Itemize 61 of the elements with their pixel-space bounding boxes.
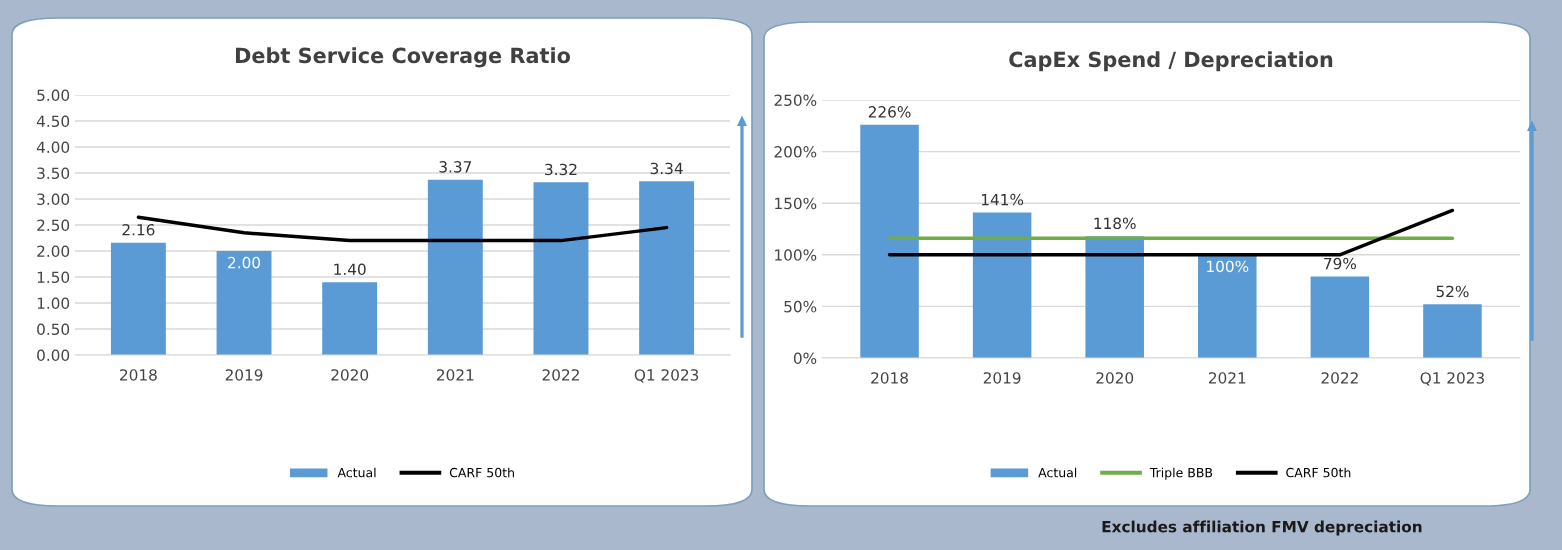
text: Excludes affiliation FMV depreciation bbox=[1102, 520, 1422, 536]
data-label: 1.40 bbox=[334, 263, 366, 276]
x-tick-label: 2022 bbox=[542, 369, 579, 381]
y-tick-label: 250% bbox=[774, 94, 817, 107]
y-tick-label: 100% bbox=[775, 249, 817, 261]
y-tick-label: 150% bbox=[775, 197, 817, 210]
y-tick-label: 2.00 bbox=[37, 245, 70, 258]
x-tick-label: 2021 bbox=[1208, 372, 1246, 384]
y-tick-label: 1.50 bbox=[37, 271, 70, 284]
x-tick-label: 2018 bbox=[120, 369, 157, 381]
data-label: 3.37 bbox=[439, 161, 472, 173]
x-tick-label: Q1 2023 bbox=[1420, 372, 1484, 386]
bar bbox=[1423, 304, 1482, 358]
y-tick-label: 0% bbox=[793, 352, 817, 365]
y-tick-label: 1.00 bbox=[37, 297, 70, 310]
legend-label: Actual bbox=[1038, 467, 1077, 478]
y-tick-label: 3.00 bbox=[37, 193, 70, 206]
bar bbox=[322, 282, 378, 355]
legend-label: CARF 50th bbox=[449, 467, 514, 478]
x-tick-label: 2022 bbox=[1321, 372, 1358, 384]
bar bbox=[860, 124, 919, 358]
y-tick-label: 200% bbox=[774, 146, 817, 158]
x-tick-label: 2019 bbox=[225, 369, 263, 381]
x-tick-label: 2019 bbox=[983, 372, 1021, 384]
bar bbox=[110, 242, 166, 355]
data-label: 141% bbox=[981, 193, 1024, 206]
data-label: 118% bbox=[1094, 217, 1136, 230]
data-label: 3.34 bbox=[650, 162, 683, 175]
y-tick-label: 4.00 bbox=[36, 141, 70, 154]
x-tick-label: 2020 bbox=[1096, 372, 1134, 384]
data-label: 52% bbox=[1436, 285, 1469, 298]
x-tick-label: 2018 bbox=[871, 372, 908, 384]
data-label: 2.00 bbox=[228, 256, 261, 269]
bar bbox=[427, 179, 483, 355]
x-tick-label: 2020 bbox=[331, 369, 369, 381]
bar bbox=[972, 212, 1032, 358]
bar bbox=[639, 181, 695, 355]
y-tick-label: 2.50 bbox=[37, 219, 70, 232]
y-tick-label: 5.00 bbox=[37, 89, 70, 102]
y-tick-label: 3.50 bbox=[37, 167, 70, 180]
chart-title: CapEx Spend / Depreciation bbox=[1009, 51, 1333, 72]
bar bbox=[216, 251, 272, 355]
y-tick-label: 4.50 bbox=[36, 115, 70, 128]
data-label: 79% bbox=[1324, 257, 1357, 270]
bar bbox=[533, 182, 589, 355]
bar bbox=[1198, 254, 1257, 358]
data-label: 226% bbox=[868, 106, 911, 118]
legend-label: Triple BBB bbox=[1149, 467, 1213, 480]
data-label: 3.32 bbox=[545, 163, 577, 176]
x-tick-label: 2021 bbox=[437, 369, 474, 381]
legend-label: CARF 50th bbox=[1286, 467, 1351, 478]
data-label: 2.16 bbox=[122, 224, 155, 236]
chart-title: Debt Service Coverage Ratio bbox=[235, 47, 571, 68]
bar bbox=[1310, 276, 1370, 358]
bar bbox=[1085, 236, 1144, 358]
y-tick-label: 50% bbox=[784, 300, 817, 313]
x-tick-label: Q1 2023 bbox=[634, 369, 699, 383]
y-tick-label: 0.50 bbox=[37, 323, 70, 336]
data-label: 100% bbox=[1207, 260, 1249, 273]
legend-label: Actual bbox=[337, 467, 376, 478]
y-tick-label: 0.00 bbox=[37, 349, 70, 362]
